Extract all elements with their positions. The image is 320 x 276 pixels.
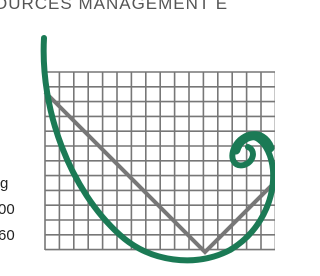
- side-text: g: [0, 175, 8, 192]
- title: OURCES MANAGEMENT E: [0, 0, 228, 13]
- side-text: 00: [0, 201, 15, 218]
- grid: [45, 72, 275, 250]
- side-text: 60: [0, 227, 15, 244]
- logo: OURCES MANAGEMENT E g 00 60: [0, 0, 275, 276]
- page: OURCES MANAGEMENT E g 00 60 (() => { con…: [0, 0, 320, 276]
